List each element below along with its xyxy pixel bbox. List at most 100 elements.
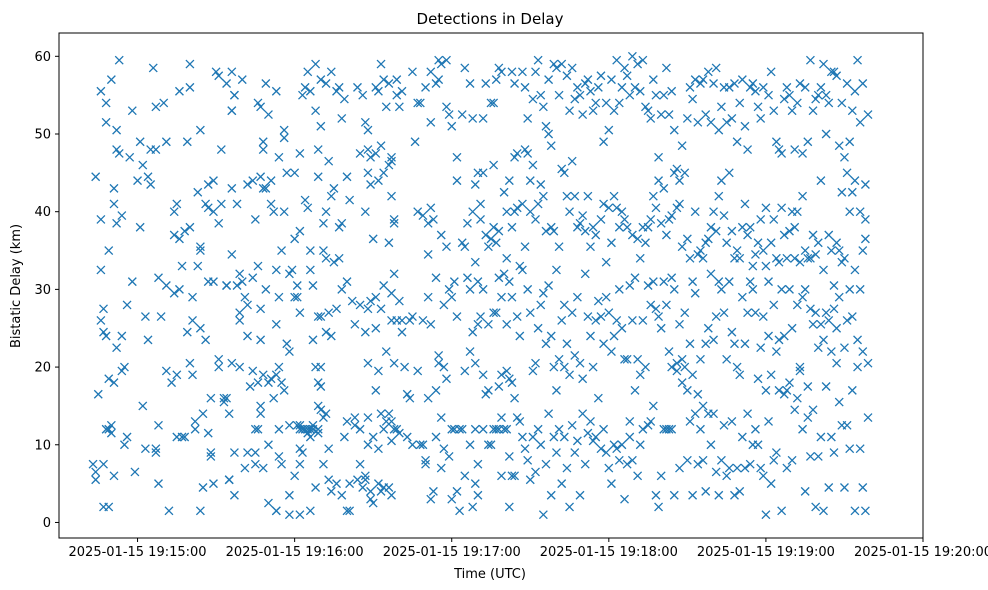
data-point [376, 141, 386, 151]
data-point [578, 409, 588, 419]
data-point [677, 378, 687, 388]
data-point [824, 98, 834, 108]
data-point [638, 316, 648, 325]
data-point [468, 502, 478, 512]
data-point [766, 479, 776, 489]
data-point [91, 467, 101, 477]
data-point [803, 253, 813, 263]
data-point [311, 59, 321, 69]
data-point [732, 463, 742, 473]
data-point [596, 444, 606, 454]
data-point [593, 296, 603, 306]
data-point [206, 393, 216, 403]
data-point [648, 401, 658, 411]
data-point [641, 362, 650, 372]
data-point [248, 176, 258, 186]
data-point [504, 502, 514, 512]
data-point [839, 483, 849, 492]
data-point [544, 409, 554, 419]
data-point [470, 479, 480, 489]
data-point [651, 304, 661, 314]
data-point [321, 327, 331, 337]
data-point [855, 207, 865, 217]
data-point [491, 238, 501, 248]
data-point [188, 292, 197, 302]
data-point [261, 284, 271, 294]
data-point [326, 191, 336, 201]
data-point [604, 308, 614, 318]
data-point [512, 148, 522, 158]
data-point [253, 378, 263, 388]
data-point [436, 463, 446, 473]
data-point [494, 273, 504, 283]
data-point [101, 117, 111, 127]
data-point [497, 413, 506, 423]
data-point [159, 98, 169, 108]
data-point [182, 137, 192, 147]
data-point [633, 354, 643, 364]
data-point [714, 191, 724, 201]
data-point [510, 393, 520, 403]
data-point [311, 106, 321, 116]
data-point [237, 75, 247, 85]
data-point [677, 242, 687, 252]
data-point [216, 145, 226, 154]
data-point [753, 238, 763, 248]
data-point [342, 506, 352, 516]
data-point [790, 405, 800, 415]
data-point [591, 316, 601, 325]
data-point [460, 366, 470, 376]
data-point [172, 199, 182, 209]
data-point [169, 230, 179, 240]
data-point [497, 471, 506, 481]
data-point [528, 432, 538, 442]
data-point [816, 176, 826, 186]
data-point [274, 292, 284, 302]
data-point [551, 448, 561, 457]
y-tick-label: 40 [34, 205, 51, 220]
data-point [821, 129, 831, 139]
data-point [360, 207, 370, 217]
data-point [373, 86, 383, 96]
data-point [227, 249, 237, 259]
data-point [214, 354, 224, 364]
data-point [706, 117, 716, 127]
data-point [305, 432, 315, 442]
data-point [337, 490, 347, 500]
data-point [444, 110, 454, 120]
data-point [785, 378, 794, 388]
data-point [512, 203, 522, 213]
data-point [860, 180, 870, 189]
data-point [730, 79, 739, 88]
data-point [816, 82, 826, 92]
data-point [517, 432, 527, 442]
data-point [832, 71, 842, 81]
data-point [782, 253, 792, 263]
data-point [588, 436, 598, 446]
data-point [517, 265, 527, 275]
data-point [646, 114, 656, 123]
data-point [486, 98, 496, 108]
data-point [486, 234, 496, 244]
data-point [855, 117, 865, 127]
data-point [672, 366, 682, 376]
data-point [360, 117, 370, 127]
data-point [719, 211, 729, 221]
data-point [777, 284, 787, 294]
data-point [494, 382, 504, 391]
data-point [685, 417, 695, 426]
data-point [737, 292, 747, 302]
data-point [756, 114, 766, 123]
data-point [292, 281, 302, 290]
data-point [219, 393, 229, 403]
data-point [800, 284, 810, 294]
data-point [606, 238, 616, 248]
data-point [209, 479, 218, 489]
data-point [701, 238, 711, 248]
data-point [326, 486, 336, 496]
data-point [842, 420, 852, 430]
data-point [538, 102, 548, 112]
data-point [651, 90, 661, 100]
data-point [750, 424, 760, 434]
data-point [764, 277, 773, 287]
